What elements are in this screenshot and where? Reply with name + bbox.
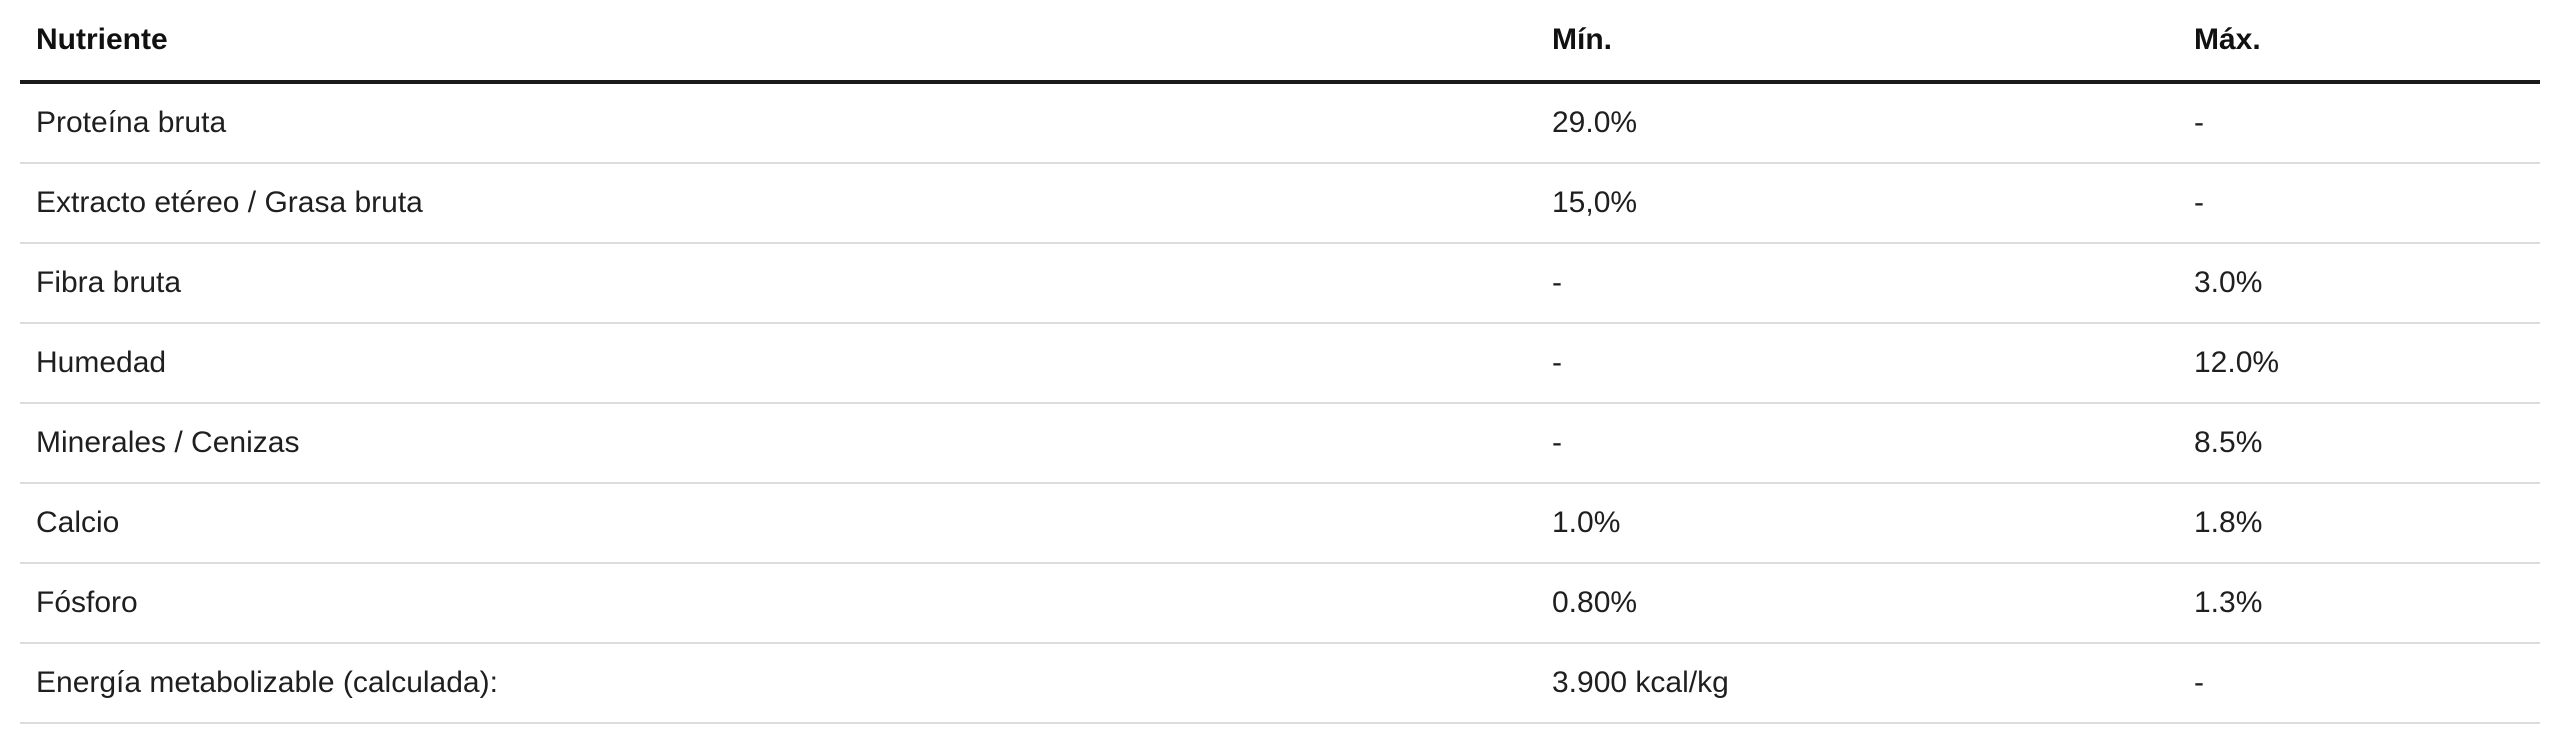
header-max: Máx. [2178,0,2540,84]
cell-max: 12.0% [2178,323,2540,404]
cell-nutrient: Proteína bruta [20,82,1536,164]
cell-nutrient: Calcio [20,483,1536,564]
cell-nutrient: Fibra bruta [20,243,1536,324]
cell-min: 15,0% [1536,163,2178,244]
cell-max: 8.5% [2178,403,2540,484]
cell-max: 1.3% [2178,563,2540,644]
cell-max: 1.8% [2178,483,2540,564]
table-row: Minerales / Cenizas - 8.5% [20,403,2540,484]
table-row: Energía metabolizable (calculada): 3.900… [20,643,2540,724]
cell-nutrient: Humedad [20,323,1536,404]
table-body: Proteína bruta 29.0% - Extracto etéreo /… [20,82,2540,724]
nutrient-table: Nutriente Mín. Máx. Proteína bruta 29.0%… [20,0,2540,724]
cell-min: 29.0% [1536,82,2178,164]
cell-min: - [1536,243,2178,324]
table-row: Fósforo 0.80% 1.3% [20,563,2540,644]
cell-max: 3.0% [2178,243,2540,324]
cell-min: - [1536,323,2178,404]
header-min: Mín. [1536,0,2178,84]
table-row: Fibra bruta - 3.0% [20,243,2540,324]
cell-nutrient: Extracto etéreo / Grasa bruta [20,163,1536,244]
cell-nutrient: Energía metabolizable (calculada): [20,643,1536,724]
cell-min: 3.900 kcal/kg [1536,643,2178,724]
cell-nutrient: Minerales / Cenizas [20,403,1536,484]
cell-min: - [1536,403,2178,484]
table-row: Calcio 1.0% 1.8% [20,483,2540,564]
cell-max: - [2178,643,2540,724]
cell-min: 0.80% [1536,563,2178,644]
cell-max: - [2178,82,2540,164]
table-row: Proteína bruta 29.0% - [20,82,2540,164]
cell-nutrient: Fósforo [20,563,1536,644]
header-row: Nutriente Mín. Máx. [20,0,2540,84]
table-row: Humedad - 12.0% [20,323,2540,404]
header-nutrient: Nutriente [20,0,1536,84]
cell-max: - [2178,163,2540,244]
nutrient-table-container: Nutriente Mín. Máx. Proteína bruta 29.0%… [20,0,2540,724]
cell-min: 1.0% [1536,483,2178,564]
table-header: Nutriente Mín. Máx. [20,0,2540,84]
table-row: Extracto etéreo / Grasa bruta 15,0% - [20,163,2540,244]
